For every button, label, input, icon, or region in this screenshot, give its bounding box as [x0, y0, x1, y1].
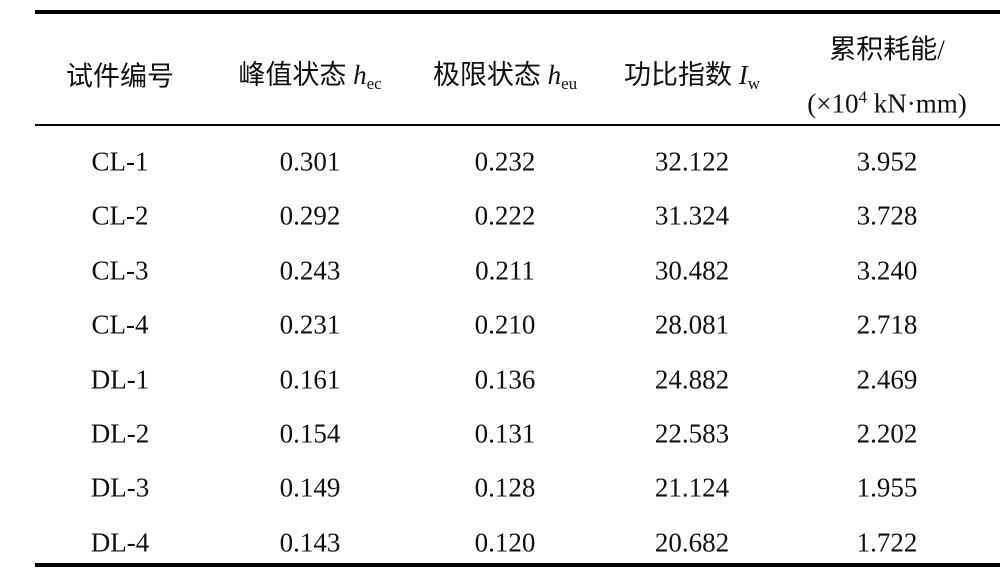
header-unit: kN·mm) — [866, 88, 967, 119]
table-cell: CL-2 — [91, 200, 149, 231]
table-cell: 0.292 — [279, 200, 341, 231]
table-cell: 2.718 — [856, 309, 918, 340]
table-cell: DL-2 — [90, 418, 150, 449]
table-cell: 0.222 — [474, 200, 536, 231]
table-cell: 1.722 — [856, 527, 918, 558]
table-cell: 32.122 — [654, 146, 730, 177]
header-var: h — [547, 60, 562, 90]
table-cell: 20.682 — [654, 527, 730, 558]
top-rule — [35, 10, 1000, 14]
table-cell: 21.124 — [654, 472, 730, 503]
table-cell: 22.583 — [654, 418, 730, 449]
bottom-rule — [35, 563, 1000, 567]
header-sup: 4 — [858, 87, 867, 107]
header-sub: eu — [561, 74, 578, 93]
header-cell: 试件编号 — [20, 61, 220, 92]
header-unit: (×10 — [807, 88, 859, 119]
table-cell: 3.728 — [856, 200, 918, 231]
table-cell: CL-1 — [91, 146, 149, 177]
header-text: 峰值状态 — [238, 60, 354, 90]
table-cell: 0.143 — [279, 527, 341, 558]
header-cell: (×104 kN·mm) — [787, 89, 987, 118]
header-text: 功比指数 — [623, 60, 739, 90]
table-cell: 2.469 — [856, 364, 918, 395]
table-cell: 0.301 — [279, 146, 341, 177]
table-cell: 0.161 — [279, 364, 341, 395]
table-cell: 0.231 — [279, 309, 341, 340]
header-text: 试件编号 — [66, 61, 174, 92]
table-cell: CL-3 — [91, 255, 149, 286]
table-cell: 0.120 — [474, 527, 536, 558]
table-cell: 1.955 — [856, 472, 918, 503]
header-cell: 峰值状态 hec — [210, 60, 410, 93]
table-cell: 0.131 — [474, 418, 536, 449]
table-cell: 0.128 — [474, 472, 536, 503]
table-cell: DL-3 — [90, 472, 150, 503]
table-cell: 3.240 — [856, 255, 918, 286]
table-cell: DL-4 — [90, 527, 150, 558]
table-cell: 30.482 — [654, 255, 730, 286]
table-cell: 0.232 — [474, 146, 536, 177]
header-text: 极限状态 — [432, 60, 548, 90]
header-sub: ec — [366, 74, 382, 93]
table-cell: 31.324 — [654, 200, 730, 231]
header-sub: w — [747, 74, 761, 93]
header-cell: 极限状态 heu — [405, 60, 605, 93]
header-text: 累积耗能/ — [829, 34, 945, 65]
table-cell: 24.882 — [654, 364, 730, 395]
table-cell: CL-4 — [91, 309, 149, 340]
header-var: I — [738, 60, 748, 90]
table-cell: 3.952 — [856, 146, 918, 177]
table-cell: 28.081 — [654, 309, 730, 340]
header-var: h — [353, 60, 367, 90]
table-cell: 0.210 — [474, 309, 536, 340]
table-cell: 0.243 — [279, 255, 341, 286]
table-cell: 0.149 — [279, 472, 341, 503]
header-cell: 功比指数 Iw — [592, 60, 792, 93]
table-cell: 0.136 — [474, 364, 536, 395]
header-cell: 累积耗能/ — [787, 34, 987, 65]
table-cell: 0.211 — [475, 255, 535, 286]
table-cell: 2.202 — [856, 418, 918, 449]
table-cell: 0.154 — [279, 418, 341, 449]
header-rule — [35, 124, 1000, 126]
table-cell: DL-1 — [90, 364, 150, 395]
